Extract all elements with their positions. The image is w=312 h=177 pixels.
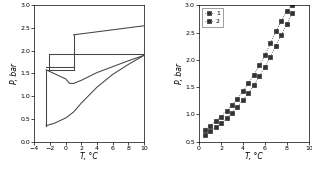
1 — [252, 73, 256, 76]
Y-axis label: P, bar: P, bar — [10, 63, 19, 84]
1 — [241, 90, 245, 93]
Line: 2: 2 — [203, 12, 294, 137]
2 — [274, 45, 278, 47]
X-axis label: T, °C: T, °C — [80, 152, 98, 161]
X-axis label: T, °C: T, °C — [245, 152, 263, 161]
1 — [236, 98, 239, 100]
1 — [246, 82, 250, 84]
1 — [280, 19, 283, 22]
2 — [258, 75, 261, 77]
1 — [285, 10, 289, 12]
1 — [269, 42, 272, 45]
1 — [225, 110, 228, 112]
2 — [252, 84, 256, 86]
2 — [219, 122, 223, 124]
1 — [230, 104, 234, 106]
2 — [208, 130, 212, 132]
Line: 1: 1 — [203, 4, 294, 131]
2 — [236, 106, 239, 108]
1 — [290, 4, 294, 6]
1 — [263, 54, 267, 56]
1 — [214, 120, 217, 122]
2 — [269, 56, 272, 58]
2 — [280, 34, 283, 36]
1 — [258, 64, 261, 66]
Legend: 1, 2: 1, 2 — [202, 8, 223, 27]
2 — [241, 99, 245, 101]
2 — [203, 134, 207, 136]
2 — [263, 66, 267, 68]
1 — [208, 125, 212, 127]
2 — [230, 112, 234, 114]
2 — [285, 23, 289, 25]
Y-axis label: P, bar: P, bar — [175, 63, 184, 84]
2 — [214, 126, 217, 129]
1 — [219, 115, 223, 118]
1 — [203, 129, 207, 131]
2 — [290, 12, 294, 15]
2 — [225, 117, 228, 119]
2 — [246, 92, 250, 94]
1 — [274, 30, 278, 33]
